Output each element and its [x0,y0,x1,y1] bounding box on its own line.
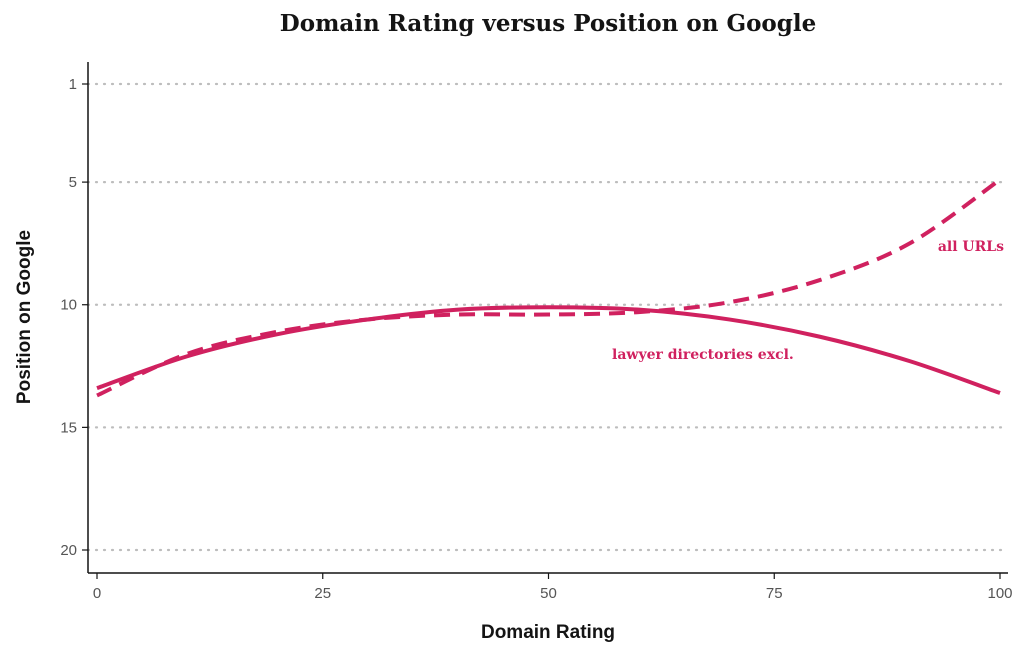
x-ticks: 0 25 50 75 100 [93,573,1013,602]
series-label: all URLs [938,239,1004,255]
x-tick-label: 0 [93,585,101,602]
series-labels: lawyer directories excl. all URLs [612,239,1004,363]
y-tick-label: 1 [69,76,77,93]
series-line-all-urls [96,178,1002,398]
x-tick-label: 50 [540,585,557,602]
y-tick-label: 15 [60,419,77,436]
series-label: lawyer directories excl. [612,347,794,363]
x-tick-label: 25 [314,585,331,602]
x-tick-label: 75 [766,585,783,602]
gridlines [86,82,1010,552]
y-axis-title: Position on Google [14,230,35,404]
y-tick-label: 5 [69,174,77,191]
axes [87,62,1008,574]
series-lines [96,178,1002,398]
y-tick-label: 20 [60,542,77,559]
series-line-lawyer-directories-excl [96,305,1001,395]
y-tick-label: 10 [60,297,77,314]
chart-title: Domain Rating versus Position on Google [280,10,816,37]
x-axis-title: Domain Rating [481,622,615,643]
x-tick-label: 100 [987,585,1012,602]
